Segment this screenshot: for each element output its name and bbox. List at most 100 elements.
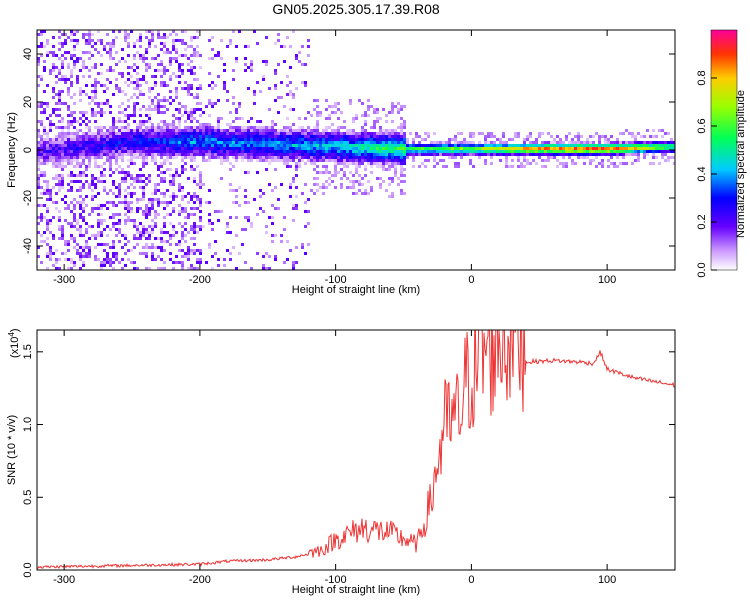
heatmap-cell: [106, 129, 109, 132]
heatmap-cell: [142, 138, 145, 141]
heatmap-cell: [301, 138, 304, 141]
heatmap-cell: [622, 132, 625, 135]
heatmap-cell: [70, 222, 73, 225]
heatmap-cell: [49, 69, 52, 72]
heatmap-cell: [421, 150, 424, 153]
heatmap-cell: [373, 132, 376, 135]
heatmap-cell: [340, 138, 343, 141]
heatmap-cell: [154, 186, 157, 189]
heatmap-cell: [379, 147, 382, 150]
heatmap-cell: [589, 135, 592, 138]
heatmap-cell: [154, 96, 157, 99]
heatmap-cell: [616, 156, 619, 159]
heatmap-cell: [97, 30, 100, 33]
heatmap-cell: [334, 138, 337, 141]
heatmap-cell: [241, 159, 244, 162]
heatmap-cell: [151, 192, 154, 195]
heatmap-cell: [277, 111, 280, 114]
heatmap-cell: [379, 177, 382, 180]
heatmap-cell: [133, 138, 136, 141]
heatmap-cell: [115, 135, 118, 138]
heatmap-cell: [46, 105, 49, 108]
heatmap-cell: [67, 132, 70, 135]
heatmap-cell: [436, 153, 439, 156]
heatmap-cell: [592, 150, 595, 153]
heatmap-cell: [91, 207, 94, 210]
heatmap-cell: [55, 174, 58, 177]
heatmap-cell: [574, 147, 577, 150]
heatmap-cell: [403, 174, 406, 177]
heatmap-cell: [463, 144, 466, 147]
heatmap-cell: [85, 66, 88, 69]
heatmap-cell: [292, 147, 295, 150]
snr-scale-label: (x10: [9, 337, 21, 358]
heatmap-cell: [259, 90, 262, 93]
heatmap-cell: [190, 129, 193, 132]
heatmap-cell: [229, 150, 232, 153]
heatmap-cell: [43, 153, 46, 156]
heatmap-cell: [184, 48, 187, 51]
heatmap-cell: [151, 108, 154, 111]
heatmap-cell: [46, 117, 49, 120]
heatmap-cell: [193, 117, 196, 120]
heatmap-cell: [448, 150, 451, 153]
heatmap-cell: [235, 57, 238, 60]
heatmap-cell: [103, 147, 106, 150]
heatmap-cell: [244, 129, 247, 132]
heatmap-cell: [61, 183, 64, 186]
heatmap-cell: [301, 141, 304, 144]
heatmap-cell: [148, 267, 151, 270]
heatmap-cell: [178, 54, 181, 57]
heatmap-cell: [136, 225, 139, 228]
heatmap-cell: [151, 201, 154, 204]
heatmap-cell: [139, 153, 142, 156]
heatmap-cell: [601, 165, 604, 168]
snr-line: [37, 330, 675, 569]
x-tick-label: 100: [598, 574, 616, 586]
heatmap-cell: [172, 123, 175, 126]
heatmap-cell: [94, 111, 97, 114]
heatmap-cell: [46, 183, 49, 186]
heatmap-cell: [55, 150, 58, 153]
heatmap-cell: [391, 135, 394, 138]
heatmap-cell: [118, 156, 121, 159]
heatmap-cell: [484, 138, 487, 141]
heatmap-cell: [97, 150, 100, 153]
heatmap-cell: [373, 138, 376, 141]
heatmap-cell: [58, 141, 61, 144]
heatmap-cell: [613, 144, 616, 147]
heatmap-cell: [79, 189, 82, 192]
heatmap-cell: [400, 135, 403, 138]
heatmap-cell: [55, 126, 58, 129]
heatmap-cell: [244, 156, 247, 159]
heatmap-cell: [61, 60, 64, 63]
heatmap-cell: [286, 135, 289, 138]
heatmap-cell: [124, 171, 127, 174]
heatmap-cell: [400, 156, 403, 159]
heatmap-cell: [52, 123, 55, 126]
heatmap-cell: [226, 147, 229, 150]
heatmap-cell: [418, 144, 421, 147]
heatmap-cell: [319, 159, 322, 162]
heatmap-cell: [319, 141, 322, 144]
heatmap-cell: [433, 132, 436, 135]
heatmap-cell: [106, 234, 109, 237]
heatmap-cell: [118, 144, 121, 147]
heatmap-cell: [313, 156, 316, 159]
heatmap-cell: [175, 75, 178, 78]
heatmap-cell: [115, 234, 118, 237]
heatmap-cell: [247, 138, 250, 141]
heatmap-cell: [175, 39, 178, 42]
heatmap-cell: [445, 165, 448, 168]
heatmap-cell: [142, 231, 145, 234]
heatmap-cell: [454, 153, 457, 156]
heatmap-cell: [172, 39, 175, 42]
heatmap-cell: [667, 132, 670, 135]
heatmap-cell: [445, 150, 448, 153]
heatmap-cell: [163, 231, 166, 234]
heatmap-cell: [415, 147, 418, 150]
heatmap-cell: [100, 135, 103, 138]
heatmap-cell: [37, 33, 40, 36]
heatmap-cell: [73, 102, 76, 105]
heatmap-cell: [100, 147, 103, 150]
